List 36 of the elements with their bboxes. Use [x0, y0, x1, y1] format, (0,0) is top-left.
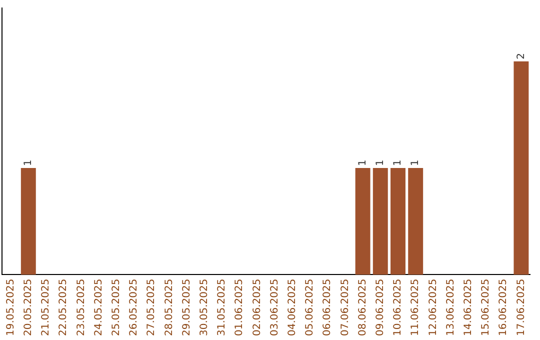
- x-tick-label: 31.05.2025: [216, 278, 228, 336]
- x-tick-label: 15.06.2025: [480, 278, 492, 336]
- x-tick-label: 29.05.2025: [181, 278, 192, 336]
- x-tick-label: 13.06.2025: [445, 278, 456, 336]
- x-tick-label: 17.06.2025: [516, 278, 527, 336]
- x-tick-label: 16.06.2025: [498, 278, 510, 336]
- x-tick-label: 22.05.2025: [58, 278, 70, 336]
- x-tick-label: 03.06.2025: [269, 278, 280, 336]
- data-label: 1: [410, 160, 422, 166]
- x-tick-label: 28.05.2025: [164, 278, 175, 336]
- x-tick-label: 25.05.2025: [110, 278, 122, 336]
- x-tick-label: 10.06.2025: [392, 278, 404, 336]
- x-tick-label: 23.05.2025: [76, 278, 87, 336]
- x-tick-label: 07.06.2025: [340, 278, 351, 336]
- data-label: 2: [516, 52, 527, 60]
- x-tick-label: 09.06.2025: [374, 278, 386, 336]
- x-tick-label: 01.06.2025: [234, 278, 246, 336]
- x-tick-label: 02.06.2025: [252, 278, 263, 336]
- data-label: 1: [22, 160, 34, 166]
- x-tick-label: 19.05.2025: [5, 278, 16, 336]
- x-tick-label: 26.05.2025: [128, 278, 140, 336]
- x-tick-label: 08.06.2025: [357, 278, 368, 336]
- x-tick-label: 14.06.2025: [462, 278, 474, 336]
- x-tick-label: 27.05.2025: [146, 278, 158, 336]
- x-tick-label: 21.05.2025: [40, 278, 52, 336]
- data-label: 1: [357, 160, 368, 166]
- data-label: 1: [392, 160, 404, 166]
- x-tick-label: 20.05.2025: [22, 278, 34, 336]
- data-label: 1: [374, 160, 386, 166]
- x-tick-label: 06.06.2025: [322, 278, 334, 336]
- x-tick-label: 05.06.2025: [304, 278, 316, 336]
- x-tick-label: 04.06.2025: [286, 278, 298, 336]
- x-tick-label: 30.05.2025: [198, 278, 210, 336]
- x-tick-label: 11.06.2025: [410, 278, 422, 336]
- x-tick-label: 24.05.2025: [93, 278, 104, 336]
- x-tick-label: 12.06.2025: [428, 278, 439, 336]
